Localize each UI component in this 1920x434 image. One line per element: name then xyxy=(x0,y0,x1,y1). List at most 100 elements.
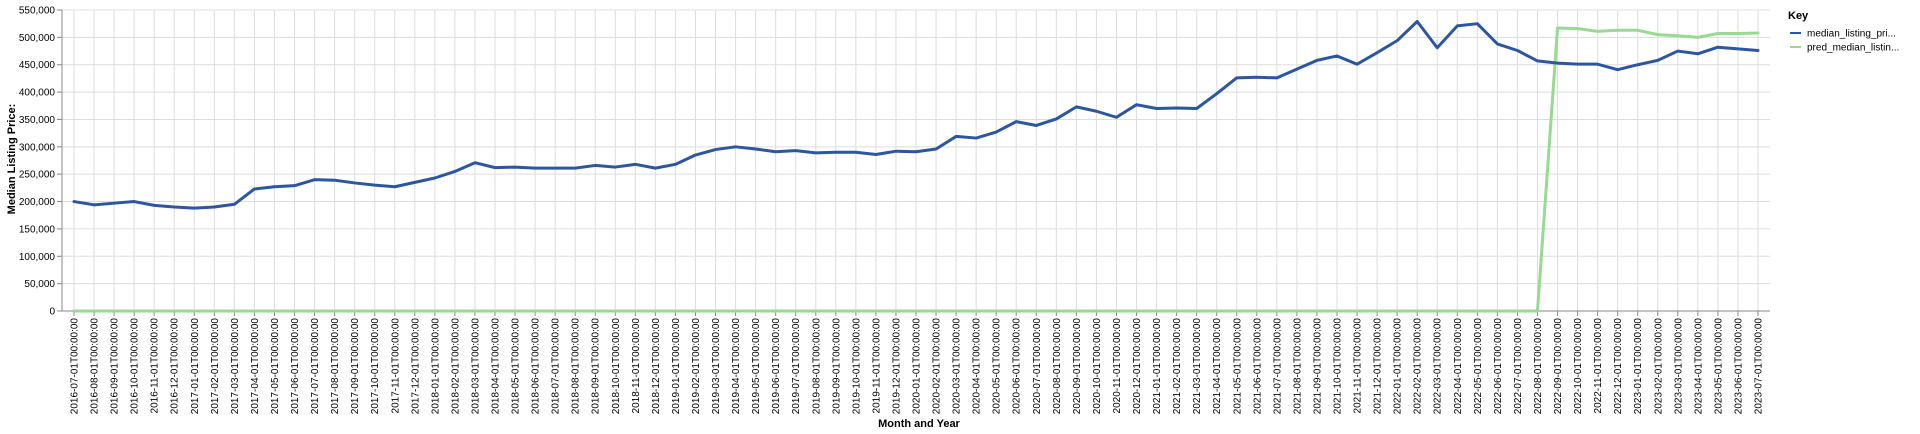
x-axis: 2016-07-01T00:00:00 2016-08-01T00:00:00 20… xyxy=(62,310,1770,415)
x-tick-label: 2018-08-01T00:00:00 xyxy=(571,318,582,415)
y-tick-label: 350,000 xyxy=(19,115,56,126)
y-tick-label: 150,000 xyxy=(19,224,56,235)
x-tick-label: 2021-06-01T00:00:00 xyxy=(1252,318,1263,415)
legend: Key median_listing_pri... pred_median_lis… xyxy=(1788,10,1899,54)
x-tick-label: 2021-02-01T00:00:00 xyxy=(1172,318,1183,415)
x-tick-label: 2021-05-01T00:00:00 xyxy=(1232,318,1243,415)
legend-label: median_listing_pri... xyxy=(1807,29,1896,40)
y-tick-label: 300,000 xyxy=(19,142,56,153)
x-tick-label: 2018-04-01T00:00:00 xyxy=(491,318,502,415)
x-tick-label: 2022-07-01T00:00:00 xyxy=(1513,318,1524,415)
y-tick-label: 0 xyxy=(49,307,55,318)
x-tick-label: 2016-12-01T00:00:00 xyxy=(170,318,181,415)
x-tick-label: 2022-05-01T00:00:00 xyxy=(1473,318,1484,415)
x-tick-label: 2020-10-01T00:00:00 xyxy=(1092,318,1103,415)
x-tick-label: 2020-05-01T00:00:00 xyxy=(992,318,1003,415)
x-axis-title: Month and Year xyxy=(878,418,960,430)
x-tick-label: 2022-08-01T00:00:00 xyxy=(1533,318,1544,415)
x-tick-label: 2020-09-01T00:00:00 xyxy=(1072,318,1083,415)
x-tick-label: 2020-11-01T00:00:00 xyxy=(1112,318,1123,414)
x-tick-label: 2018-02-01T00:00:00 xyxy=(450,318,461,415)
x-tick-label: 2017-11-01T00:00:00 xyxy=(390,318,401,414)
series-lines xyxy=(72,19,1760,313)
x-tick-label: 2018-09-01T00:00:00 xyxy=(591,318,602,415)
series-line-0 xyxy=(72,19,1760,210)
y-axis-title: Median Listing Price: xyxy=(6,104,18,215)
x-tick-label: 2017-02-01T00:00:00 xyxy=(210,318,221,415)
x-tick-label: 2018-01-01T00:00:00 xyxy=(430,318,441,415)
x-tick-label: 2018-07-01T00:00:00 xyxy=(551,318,562,415)
x-tick-label: 2020-03-01T00:00:00 xyxy=(952,318,963,415)
x-tick-label: 2022-10-01T00:00:00 xyxy=(1573,318,1584,415)
x-tick-label: 2019-03-01T00:00:00 xyxy=(711,318,722,415)
x-tick-label: 2022-03-01T00:00:00 xyxy=(1433,318,1444,415)
x-tick-label: 2016-11-01T00:00:00 xyxy=(150,318,161,414)
x-tick-label: 2017-10-01T00:00:00 xyxy=(370,318,381,415)
x-tick-label: 2022-12-01T00:00:00 xyxy=(1613,318,1624,415)
x-tick-label: 2019-01-01T00:00:00 xyxy=(671,318,682,415)
x-tick-label: 2016-08-01T00:00:00 xyxy=(90,318,101,415)
x-tick-label: 2020-04-01T00:00:00 xyxy=(972,318,983,415)
x-tick-label: 2022-01-01T00:00:00 xyxy=(1393,318,1404,415)
y-tick-label: 200,000 xyxy=(19,197,56,208)
series-line-1 xyxy=(72,26,1760,313)
x-tick-label: 2017-07-01T00:00:00 xyxy=(310,318,321,415)
x-tick-label: 2017-04-01T00:00:00 xyxy=(250,318,261,415)
x-tick-label: 2022-04-01T00:00:00 xyxy=(1453,318,1464,415)
x-tick-label: 2016-09-01T00:00:00 xyxy=(110,318,121,415)
x-tick-label: 2019-04-01T00:00:00 xyxy=(731,318,742,415)
x-tick-label: 2023-01-01T00:00:00 xyxy=(1633,318,1644,415)
legend-label: pred_median_listin... xyxy=(1807,43,1899,54)
x-tick-label: 2019-06-01T00:00:00 xyxy=(771,318,782,415)
x-tick-label: 2021-09-01T00:00:00 xyxy=(1312,318,1323,415)
grid-lines xyxy=(62,9,1770,312)
x-tick-label: 2020-08-01T00:00:00 xyxy=(1052,318,1063,415)
x-tick-label: 2023-02-01T00:00:00 xyxy=(1653,318,1664,415)
x-tick-label: 2018-06-01T00:00:00 xyxy=(531,318,542,415)
x-tick-label: 2019-07-01T00:00:00 xyxy=(791,318,802,415)
x-tick-label: 2021-01-01T00:00:00 xyxy=(1152,318,1163,415)
x-tick-label: 2018-05-01T00:00:00 xyxy=(511,318,522,415)
x-tick-label: 2018-12-01T00:00:00 xyxy=(651,318,662,415)
x-tick-label: 2022-02-01T00:00:00 xyxy=(1413,318,1424,415)
y-tick-label: 250,000 xyxy=(19,170,56,181)
x-tick-label: 2021-04-01T00:00:00 xyxy=(1212,318,1223,415)
x-tick-label: 2020-06-01T00:00:00 xyxy=(1012,318,1023,415)
x-tick-label: 2021-12-01T00:00:00 xyxy=(1373,318,1384,415)
x-tick-label: 2018-11-01T00:00:00 xyxy=(631,318,642,414)
y-tick-label: 50,000 xyxy=(24,279,55,290)
x-tick-label: 2023-06-01T00:00:00 xyxy=(1733,318,1744,415)
x-tick-label: 2020-02-01T00:00:00 xyxy=(932,318,943,415)
y-tick-label: 100,000 xyxy=(19,252,56,263)
x-tick-label: 2018-03-01T00:00:00 xyxy=(470,318,481,415)
x-tick-label: 2016-10-01T00:00:00 xyxy=(130,318,141,415)
x-tick-label: 2019-02-01T00:00:00 xyxy=(691,318,702,415)
legend-title: Key xyxy=(1788,10,1809,22)
x-tick-label: 2022-11-01T00:00:00 xyxy=(1593,318,1604,414)
x-tick-label: 2016-07-01T00:00:00 xyxy=(70,318,81,415)
y-axis: 0 50,000 100,000 150,000 200,000 250,000 300,0… xyxy=(19,6,63,318)
x-tick-label: 2017-01-01T00:00:00 xyxy=(190,318,201,415)
x-tick-label: 2023-03-01T00:00:00 xyxy=(1673,318,1684,415)
x-tick-label: 2021-03-01T00:00:00 xyxy=(1192,318,1203,415)
x-tick-label: 2017-06-01T00:00:00 xyxy=(290,318,301,415)
x-tick-label: 2021-07-01T00:00:00 xyxy=(1272,318,1283,415)
x-tick-label: 2019-08-01T00:00:00 xyxy=(811,318,822,415)
y-tick-label: 550,000 xyxy=(19,6,56,17)
x-tick-label: 2020-01-01T00:00:00 xyxy=(912,318,923,415)
x-tick-label: 2019-05-01T00:00:00 xyxy=(751,318,762,415)
x-tick-label: 2021-10-01T00:00:00 xyxy=(1333,318,1344,415)
x-tick-label: 2019-12-01T00:00:00 xyxy=(891,318,902,415)
y-tick-label: 400,000 xyxy=(19,88,56,99)
x-tick-label: 2018-10-01T00:00:00 xyxy=(611,318,622,415)
x-tick-label: 2021-11-01T00:00:00 xyxy=(1353,318,1364,414)
x-tick-label: 2022-09-01T00:00:00 xyxy=(1553,318,1564,415)
y-tick-label: 450,000 xyxy=(19,60,56,71)
x-tick-label: 2017-08-01T00:00:00 xyxy=(330,318,341,415)
x-tick-label: 2019-10-01T00:00:00 xyxy=(851,318,862,415)
x-tick-label: 2019-09-01T00:00:00 xyxy=(831,318,842,415)
x-tick-label: 2017-12-01T00:00:00 xyxy=(410,318,421,415)
x-tick-label: 2023-07-01T00:00:00 xyxy=(1754,318,1765,415)
y-tick-label: 500,000 xyxy=(19,33,56,44)
